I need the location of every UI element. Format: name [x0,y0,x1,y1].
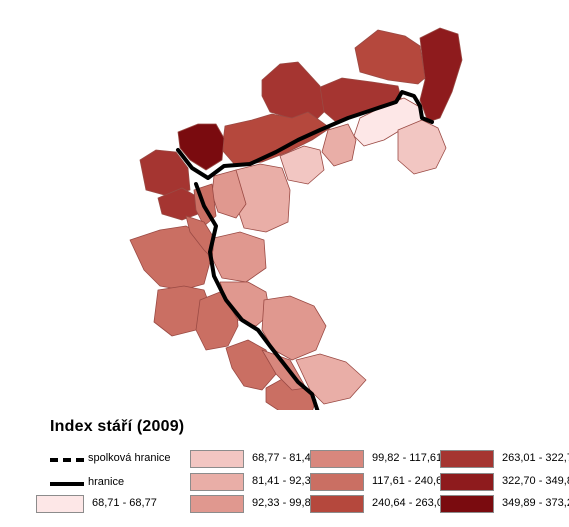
legend-label: 81,41 - 92,33 [252,475,317,487]
legend-label: hranice [88,476,125,488]
legend-label: 263,01 - 322,70 [502,452,569,464]
map-region [397,119,447,175]
legend-label: 99,82 - 117,61 [372,452,443,464]
map-region [419,27,463,123]
legend-label: 117,61 - 240,64 [372,475,449,487]
choropleth-map [129,27,463,410]
legend-label: 322,70 - 349,89 [502,475,569,487]
legend-swatch [190,495,244,513]
legend-label: 68,77 - 81,41 [252,452,317,464]
legend-label: 349,89 - 373,20 [502,497,569,509]
legend-swatch [440,450,494,468]
map-region [261,295,327,361]
legend-swatch [310,473,364,491]
map-region [129,225,211,291]
map-region [279,145,325,185]
legend-label: 92,33 - 99,82 [252,497,317,509]
legend-swatch [310,450,364,468]
solid-line-symbol [50,482,84,486]
state-border [176,90,434,180]
dashed-line-symbol [50,458,84,462]
map-region [139,149,191,197]
legend-title: Index stáří (2009) [50,418,185,435]
legend-swatch [36,495,84,513]
legend-label: 240,64 - 263,01 [372,497,450,509]
legend-label: spolková hranice [88,452,171,464]
map-region [211,231,267,283]
legend-swatch [440,473,494,491]
legend-swatch [190,450,244,468]
state-border [194,182,320,410]
legend-swatch [440,495,494,513]
legend-swatch [190,473,244,491]
legend-swatch [310,495,364,513]
map-region [261,61,325,125]
map-region [321,123,357,167]
map-region [225,339,277,391]
map-region [354,29,426,85]
legend-label: 68,71 - 68,77 [92,497,157,509]
map-region [177,123,225,171]
